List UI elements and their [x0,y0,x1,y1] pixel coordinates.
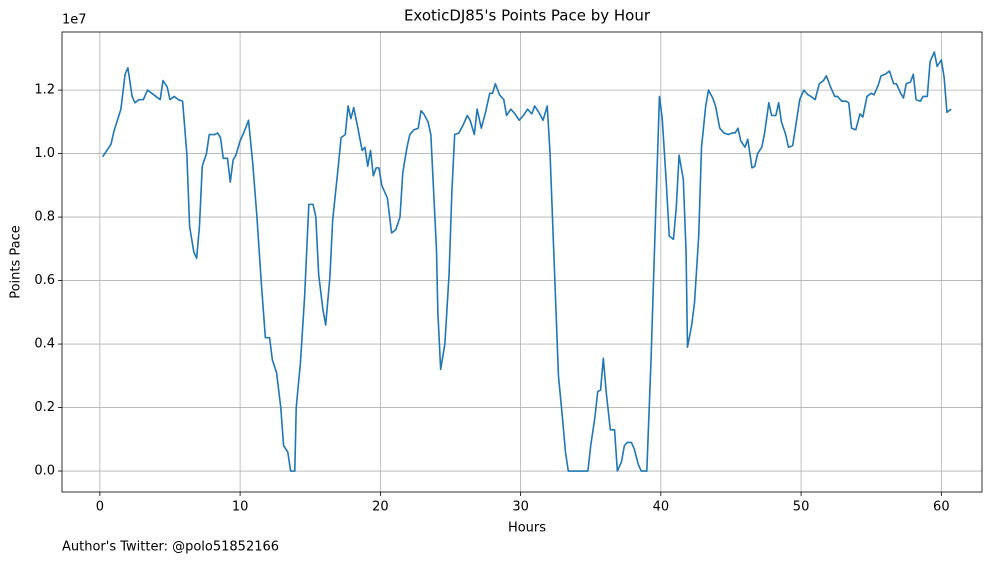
y-tick-label: 0.2 [34,400,55,415]
y-axis-label: Points Pace [9,225,24,299]
plot [102,51,952,472]
x-tick-label: 30 [512,500,529,515]
x-tick-label: 60 [933,500,950,515]
x-tick-label: 20 [372,500,389,515]
y-tick-label: 0.0 [34,464,55,479]
x-tick-label: 10 [232,500,249,515]
x-tick-label: 50 [793,500,810,515]
x-axis-label: Hours [508,521,546,536]
offset-label: 1e7 [62,13,87,28]
chart-title: ExoticDJ85's Points Pace by Hour [404,7,651,25]
grid [62,32,982,492]
x-tick-label: 40 [653,500,670,515]
y-tick-label: 1.2 [34,83,55,98]
y-tick-label: 0.4 [34,337,55,352]
y-tick-label: 1.0 [34,146,55,161]
axes-frame [61,31,983,493]
line-series [102,51,952,472]
x-tick-label: 0 [96,500,104,515]
y-tick-label: 0.6 [34,273,55,288]
y-tick-label: 0.8 [34,210,55,225]
annotation: Author's Twitter: @polo51852166 [62,540,279,555]
